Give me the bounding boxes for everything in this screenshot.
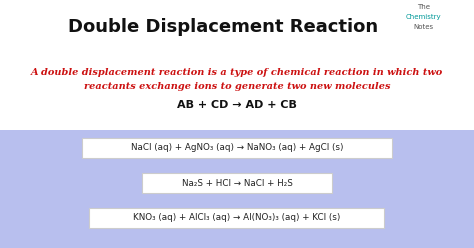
- Text: A double displacement reaction is a type of chemical reaction in which two: A double displacement reaction is a type…: [31, 68, 443, 77]
- Bar: [82, 138, 392, 158]
- Text: NaCl (aq) + AgNO₃ (aq) → NaNO₃ (aq) + AgCl (s): NaCl (aq) + AgNO₃ (aq) → NaNO₃ (aq) + Ag…: [131, 144, 343, 153]
- Bar: [0, 130, 474, 248]
- Text: reactants exchange ions to generate two new molecules: reactants exchange ions to generate two …: [84, 82, 390, 91]
- Text: Double Displacement Reaction: Double Displacement Reaction: [68, 18, 378, 36]
- Text: KNO₃ (aq) + AlCl₃ (aq) → Al(NO₃)₃ (aq) + KCl (s): KNO₃ (aq) + AlCl₃ (aq) → Al(NO₃)₃ (aq) +…: [133, 214, 341, 222]
- Bar: [142, 173, 332, 193]
- Text: Na₂S + HCl → NaCl + H₂S: Na₂S + HCl → NaCl + H₂S: [182, 179, 292, 187]
- Text: Chemistry: Chemistry: [405, 14, 441, 20]
- Text: Notes: Notes: [413, 24, 433, 30]
- Text: The: The: [417, 4, 430, 10]
- Bar: [90, 208, 384, 228]
- Text: AB + CD → AD + CB: AB + CD → AD + CB: [177, 100, 297, 110]
